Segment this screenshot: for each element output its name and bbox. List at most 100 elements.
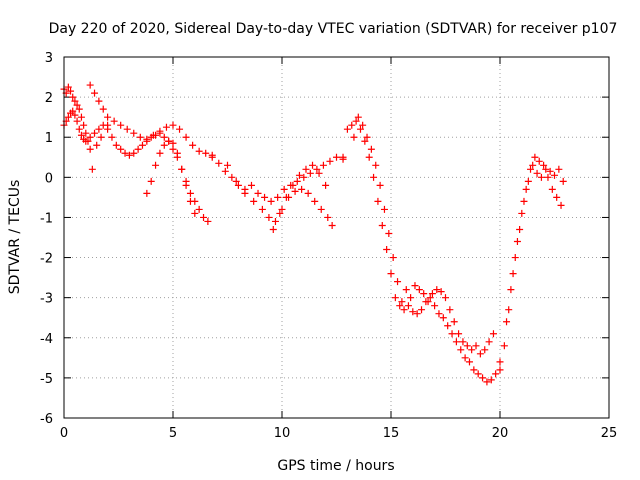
data-point-track-i xyxy=(413,310,421,318)
y-tick-label: -1 xyxy=(40,211,53,226)
data-point-track-g xyxy=(304,189,312,197)
data-point-track-j xyxy=(476,350,484,358)
data-point-track-i xyxy=(483,378,491,386)
data-point-track-g xyxy=(311,197,319,205)
y-tick-label: -3 xyxy=(40,292,53,307)
data-point-track-k xyxy=(527,165,535,173)
data-point-track-f xyxy=(221,167,229,175)
data-point-track-b xyxy=(86,145,94,153)
data-point-track-j xyxy=(424,298,432,306)
data-point-track-k xyxy=(496,366,504,374)
y-tick-label: -2 xyxy=(40,252,53,267)
data-points xyxy=(60,81,567,386)
data-point-track-j xyxy=(398,298,406,306)
data-point-track-f xyxy=(247,181,255,189)
data-point-track-c xyxy=(160,133,168,141)
data-point-track-c xyxy=(125,151,133,159)
data-point-track-b xyxy=(71,97,79,105)
data-point-track-i xyxy=(356,125,364,133)
data-point-track-b xyxy=(67,87,75,95)
data-point-track-i xyxy=(448,330,456,338)
data-point-track-j xyxy=(442,294,449,302)
data-point-track-f xyxy=(313,165,321,173)
data-point-track-l xyxy=(551,171,558,179)
data-point-track-i xyxy=(400,306,408,314)
data-point-track-g xyxy=(278,205,286,213)
data-point-track-d xyxy=(136,133,144,141)
data-point-track-d xyxy=(189,141,197,149)
data-point-track-c xyxy=(108,133,116,141)
data-point-track-i xyxy=(439,314,447,322)
data-point-track-j xyxy=(459,338,467,346)
data-point-track-d xyxy=(97,133,105,141)
data-point-track-d xyxy=(143,135,151,143)
data-point-track-c xyxy=(134,145,142,153)
data-point-track-k xyxy=(513,238,521,246)
data-point-track-g xyxy=(291,187,299,195)
data-point-track-g xyxy=(271,217,279,225)
data-point-track-c xyxy=(200,213,208,221)
data-point-track-i xyxy=(378,221,386,229)
data-point-track-f xyxy=(280,185,288,193)
data-point-track-i xyxy=(474,370,482,378)
data-point-track-c xyxy=(121,149,129,157)
data-point-track-c xyxy=(169,145,177,153)
data-point-track-i xyxy=(352,117,360,125)
data-point-track-b xyxy=(84,137,92,145)
data-point-track-j xyxy=(472,342,480,350)
x-tick-label: 5 xyxy=(169,426,177,441)
data-point-track-f xyxy=(326,157,334,165)
data-point-track-f xyxy=(300,173,308,181)
data-point-track-j xyxy=(350,133,358,141)
data-point-track-d xyxy=(104,113,112,121)
data-point-track-h xyxy=(282,193,290,201)
data-point-track-i xyxy=(374,197,382,205)
data-point-track-j xyxy=(450,318,458,326)
data-point-track-i xyxy=(465,358,473,366)
data-point-track-f xyxy=(333,153,340,161)
data-point-track-b xyxy=(75,105,83,113)
data-point-track-i xyxy=(496,358,504,366)
data-point-track-a xyxy=(95,125,103,133)
data-point-track-h xyxy=(276,209,284,217)
data-point-track-d xyxy=(88,165,96,173)
data-point-track-c xyxy=(95,97,103,105)
data-point-track-i xyxy=(361,137,369,145)
data-point-track-c xyxy=(130,149,138,157)
x-tick-label: 15 xyxy=(383,426,400,441)
data-point-track-k xyxy=(500,342,508,350)
plot-frame xyxy=(63,56,610,419)
data-point-track-i xyxy=(370,173,378,181)
data-point-track-i xyxy=(479,374,487,382)
data-point-track-e xyxy=(186,197,194,205)
data-point-track-i xyxy=(404,302,412,310)
data-point-track-i xyxy=(457,346,465,354)
data-point-track-c xyxy=(138,141,146,149)
data-point-track-l xyxy=(559,177,567,185)
data-point-track-j xyxy=(389,254,397,262)
data-point-track-d xyxy=(149,131,157,139)
data-point-track-d xyxy=(202,149,210,157)
data-point-track-j xyxy=(354,113,362,121)
data-point-track-j xyxy=(428,290,436,298)
data-point-track-i xyxy=(492,370,500,378)
data-point-track-i xyxy=(343,125,351,133)
data-point-track-l xyxy=(555,165,563,173)
data-point-track-j xyxy=(367,145,375,153)
data-point-track-j xyxy=(446,306,454,314)
data-point-track-g xyxy=(250,197,258,205)
data-point-track-f xyxy=(228,173,236,181)
data-point-track-i xyxy=(387,270,395,278)
x-tick-label: 10 xyxy=(274,426,291,441)
data-point-track-e xyxy=(152,161,160,169)
data-point-track-k xyxy=(522,185,530,193)
data-point-track-a xyxy=(77,131,85,139)
data-point-track-f xyxy=(306,169,314,177)
data-point-track-d xyxy=(93,141,101,149)
data-point-track-l xyxy=(520,197,528,205)
data-point-track-e xyxy=(156,149,164,157)
data-point-track-c xyxy=(195,205,203,213)
data-point-track-a xyxy=(73,117,81,125)
data-point-track-i xyxy=(426,294,434,302)
